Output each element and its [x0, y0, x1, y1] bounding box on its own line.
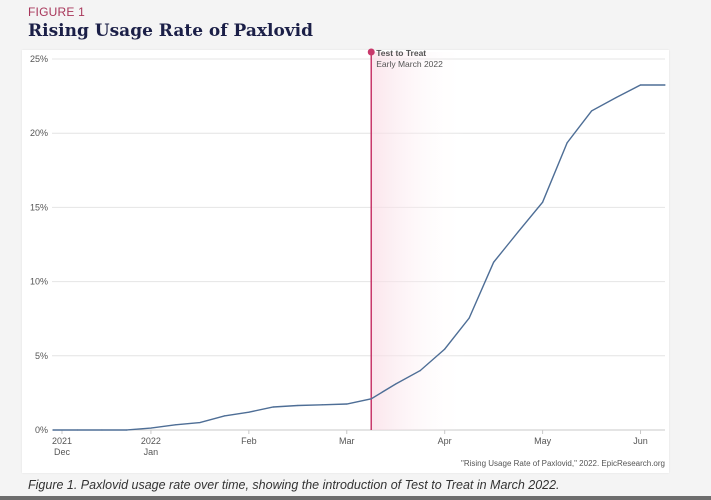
data-points [52, 84, 666, 431]
data-point [395, 383, 397, 385]
figure-label: FIGURE 1 [28, 5, 85, 19]
x-tick-label: 2022 [141, 436, 161, 446]
data-point [444, 348, 446, 350]
annotation-marker [367, 48, 375, 56]
y-tick-label: 20% [30, 128, 48, 138]
x-tick-label: May [534, 436, 552, 446]
data-point [199, 421, 201, 424]
chart-card [22, 50, 669, 473]
data-point [125, 429, 128, 431]
x-tick-sublabel: Jan [144, 447, 159, 457]
data-point [223, 415, 225, 417]
x-tick-label: Jun [633, 436, 648, 446]
y-tick-label: 25% [30, 54, 48, 64]
data-point [517, 231, 519, 233]
y-tick-label: 15% [30, 202, 48, 212]
data-point [615, 96, 617, 99]
data-point [468, 317, 470, 319]
chart-title: Rising Usage Rate of Paxlovid [28, 21, 313, 41]
data-point [590, 110, 593, 112]
y-tick-label: 5% [35, 351, 48, 361]
data-point [321, 404, 323, 406]
x-tick-label: Mar [339, 436, 355, 446]
annotation-sublabel: Early March 2022 [376, 59, 443, 69]
x-tick-label: Feb [241, 436, 257, 446]
data-point [493, 261, 495, 263]
figure-caption: Figure 1. Paxlovid usage rate over time,… [28, 478, 560, 492]
y-tick-label: 10% [30, 277, 48, 287]
annotation-label: Test to Treat [376, 48, 426, 58]
x-tick-label: 2021 [52, 436, 72, 446]
bottom-bar [0, 496, 711, 500]
data-point [52, 429, 54, 431]
series-line [53, 84, 665, 431]
x-tick-sublabel: Dec [54, 447, 71, 457]
data-point [174, 424, 176, 426]
y-tick-label: 0% [35, 425, 48, 435]
data-point [101, 429, 103, 431]
source-note: "Rising Usage Rate of Paxlovid," 2022. E… [461, 459, 665, 468]
data-point [639, 84, 642, 86]
data-point [248, 411, 250, 413]
data-point [542, 201, 544, 203]
data-point [297, 404, 299, 407]
y-axis: 0% 5% 10% 15% 20% 25% [30, 54, 48, 435]
data-point [370, 398, 372, 400]
data-point [566, 142, 568, 144]
x-tick-label: Apr [438, 436, 452, 446]
gridlines [52, 58, 665, 431]
data-point [419, 370, 421, 372]
data-point [272, 406, 274, 408]
data-point [76, 429, 79, 431]
data-point [664, 84, 666, 86]
annotation-shade [371, 52, 467, 430]
data-point [150, 427, 152, 429]
data-point [346, 403, 348, 405]
